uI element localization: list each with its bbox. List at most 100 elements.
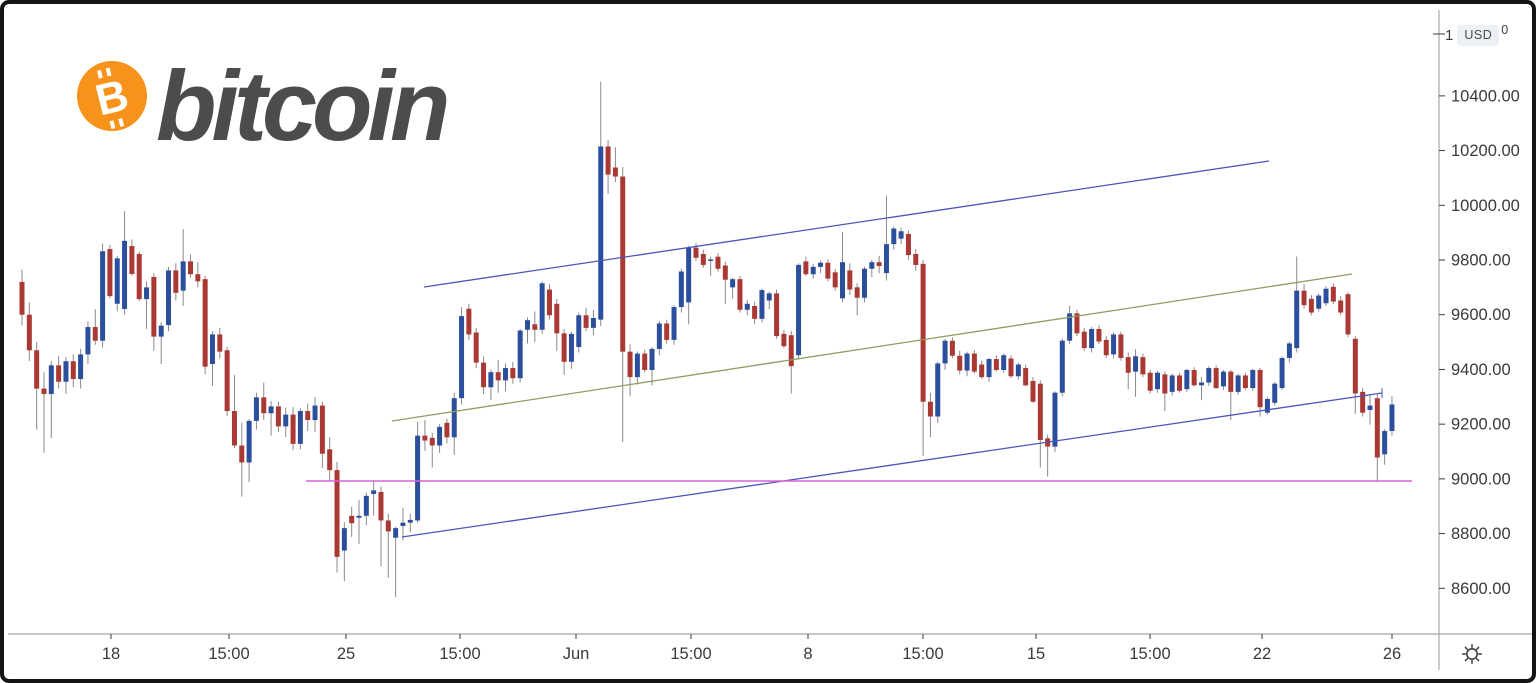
- candle-up: [1059, 340, 1065, 393]
- candle-up: [539, 283, 545, 330]
- candle-up: [1323, 288, 1329, 304]
- candle-up: [488, 372, 494, 388]
- trend-line-ascending-channel-lower[interactable]: [401, 392, 1383, 538]
- candle-up: [1198, 382, 1204, 386]
- candle-down: [422, 435, 428, 441]
- candle-up: [1382, 431, 1388, 455]
- candle-down: [700, 253, 706, 265]
- candle-down: [788, 335, 794, 367]
- candle-down: [847, 270, 853, 290]
- candle-down: [1213, 368, 1219, 389]
- candle-down: [1301, 290, 1307, 306]
- candle-up: [1389, 404, 1395, 431]
- svg-text:8: 8: [803, 645, 812, 663]
- candle-down: [1081, 331, 1087, 349]
- candle-up: [503, 368, 509, 381]
- candle-down: [1330, 286, 1336, 302]
- candle-up: [840, 262, 846, 299]
- candle-up: [341, 528, 347, 551]
- candle-down: [41, 388, 47, 395]
- candle-down: [854, 287, 860, 298]
- svg-text:10400.00: 10400.00: [1451, 87, 1520, 105]
- candle-up: [576, 315, 582, 348]
- svg-text:18: 18: [102, 645, 120, 663]
- candle-down: [56, 365, 62, 382]
- time-axis[interactable]: 18 15:00 25 15:00 Jun 15:00 8 15:00 15 15:00 22 26: [8, 633, 1536, 663]
- candle-up: [766, 293, 772, 301]
- candle-down: [781, 333, 787, 347]
- candle-up: [708, 259, 714, 261]
- candle-down: [261, 397, 267, 414]
- candle-up: [1133, 356, 1139, 372]
- candle-down: [1030, 380, 1036, 402]
- candle-up: [1220, 371, 1226, 387]
- candle-down: [327, 449, 333, 471]
- candle-up: [986, 359, 992, 378]
- candle-up: [166, 270, 172, 326]
- candle-up: [810, 266, 816, 275]
- candle-down: [231, 411, 237, 446]
- candle-up: [869, 262, 875, 269]
- candle-down: [825, 262, 831, 279]
- trend-line-ascending-mid-line[interactable]: [391, 273, 1353, 422]
- candle-up: [297, 411, 303, 444]
- candle-up: [891, 228, 897, 245]
- candle-down: [239, 445, 245, 463]
- candle-up: [356, 515, 362, 518]
- candle-down: [620, 176, 626, 352]
- svg-text:9800.00: 9800.00: [1451, 252, 1511, 270]
- svg-text:9000.00: 9000.00: [1451, 470, 1511, 488]
- gear-icon: [1461, 643, 1483, 665]
- candle-down: [664, 323, 670, 340]
- candle-up: [524, 320, 530, 330]
- candle-up: [1235, 375, 1241, 392]
- candle-up: [407, 519, 413, 523]
- currency-toggle-button[interactable]: USD: [1457, 25, 1500, 46]
- candle-up: [678, 271, 684, 308]
- candle-up: [598, 146, 604, 320]
- candle-down: [583, 315, 589, 328]
- candle-up: [209, 334, 215, 364]
- scale-index-right: 0: [1501, 23, 1509, 37]
- candle-down: [481, 362, 487, 388]
- candle-up: [1169, 375, 1175, 392]
- candle-up: [796, 264, 802, 356]
- candle-up: [268, 406, 274, 414]
- candlestick-chart[interactable]: 10400.00 10200.00 10000.00 9800.00 9600.00 94…: [4, 4, 1536, 683]
- candle-down: [715, 256, 721, 269]
- candle-down: [1374, 398, 1380, 458]
- candle-down: [1103, 339, 1109, 356]
- candle-down: [554, 303, 560, 334]
- candle-down: [473, 332, 479, 363]
- candle-up: [818, 262, 824, 267]
- svg-text:25: 25: [337, 645, 355, 663]
- svg-text:10000.00: 10000.00: [1451, 197, 1520, 215]
- candle-down: [107, 249, 113, 297]
- svg-text:10200.00: 10200.00: [1451, 142, 1520, 160]
- price-axis[interactable]: 10400.00 10200.00 10000.00 9800.00 9600.00 94…: [1433, 10, 1520, 670]
- candle-up: [759, 290, 765, 319]
- candle-up: [1067, 313, 1073, 341]
- candle-down: [444, 422, 450, 438]
- candle-down: [1125, 357, 1131, 373]
- candle-up: [964, 353, 970, 371]
- candle-down: [876, 262, 882, 267]
- candle-up: [1206, 368, 1212, 383]
- candle-down: [466, 308, 472, 335]
- candle-down: [1096, 328, 1102, 342]
- candle-down: [195, 274, 201, 282]
- trend-line-ascending-channel-upper[interactable]: [423, 160, 1270, 288]
- candle-up: [393, 528, 399, 538]
- settings-button[interactable]: [1459, 641, 1485, 667]
- svg-text:9600.00: 9600.00: [1451, 306, 1511, 324]
- candle-up: [48, 365, 54, 395]
- svg-text:15:00: 15:00: [208, 645, 249, 663]
- candles[interactable]: [19, 81, 1395, 598]
- candle-up: [1184, 369, 1190, 390]
- candle-down: [319, 405, 325, 454]
- candle-down: [1352, 338, 1358, 394]
- candle-up: [686, 247, 692, 303]
- svg-text:22: 22: [1253, 645, 1271, 663]
- candle-down: [722, 265, 728, 280]
- candle-down: [334, 470, 340, 557]
